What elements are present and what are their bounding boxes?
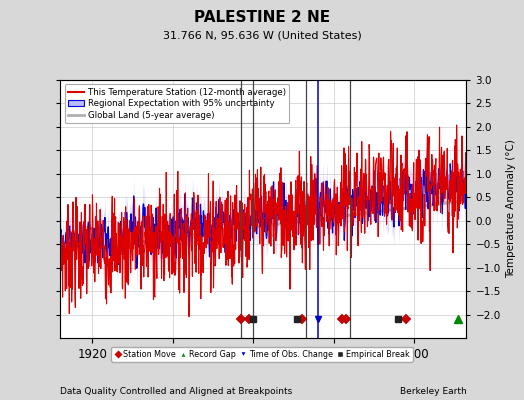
Text: PALESTINE 2 NE: PALESTINE 2 NE	[194, 10, 330, 25]
Y-axis label: Temperature Anomaly (°C): Temperature Anomaly (°C)	[506, 140, 516, 278]
Text: 31.766 N, 95.636 W (United States): 31.766 N, 95.636 W (United States)	[162, 30, 362, 40]
Legend: This Temperature Station (12-month average), Regional Expectation with 95% uncer: This Temperature Station (12-month avera…	[64, 84, 289, 123]
Text: Berkeley Earth: Berkeley Earth	[400, 387, 466, 396]
Legend: Station Move, Record Gap, Time of Obs. Change, Empirical Break: Station Move, Record Gap, Time of Obs. C…	[111, 346, 413, 362]
Text: Data Quality Controlled and Aligned at Breakpoints: Data Quality Controlled and Aligned at B…	[60, 387, 292, 396]
